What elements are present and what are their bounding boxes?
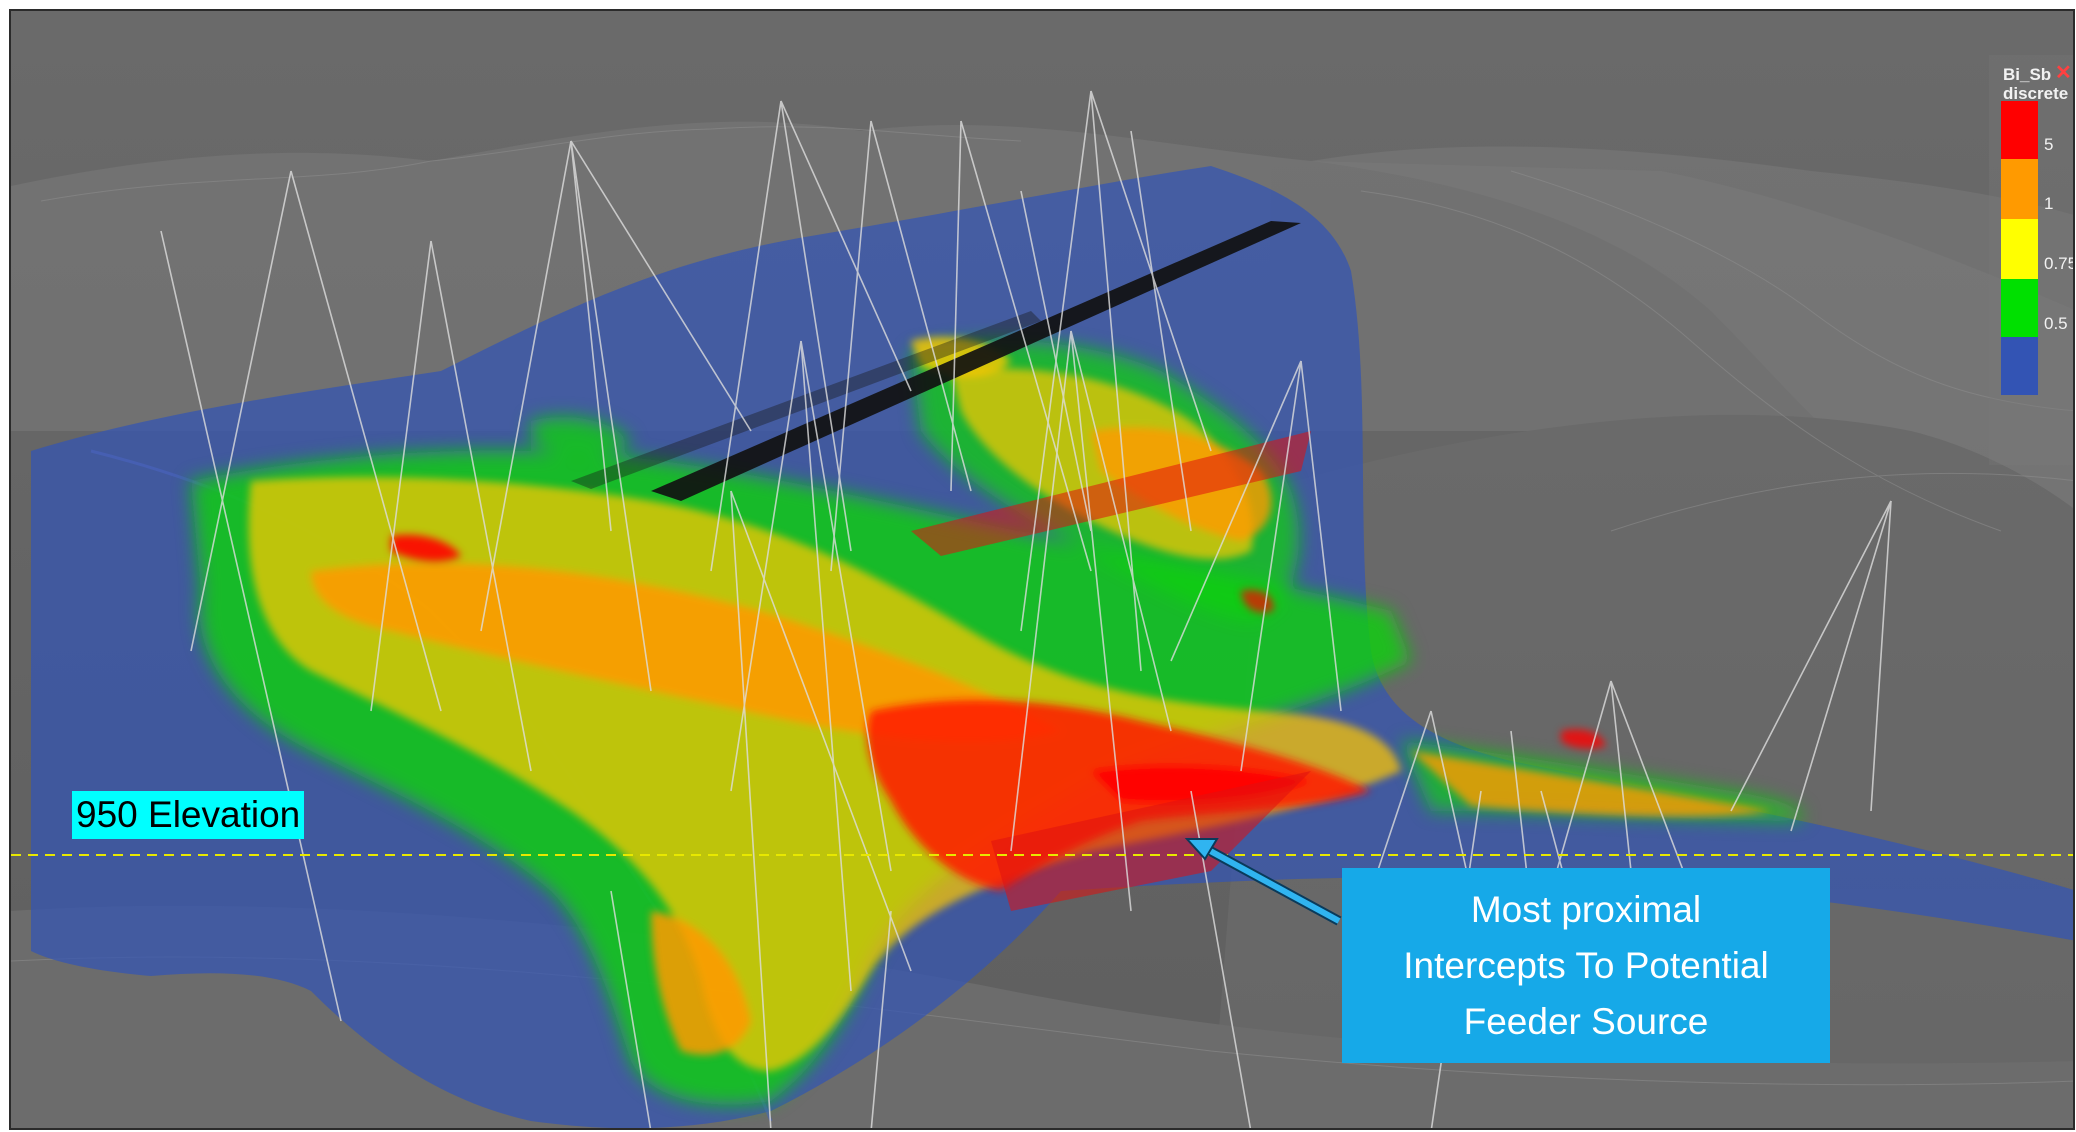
legend-tick-label: 0.75 [2044,254,2075,273]
legend-tick-label: 1 [2044,194,2054,213]
feeder-source-callout: Most proximal Intercepts To Potential Fe… [1342,868,1830,1063]
callout-line: Intercepts To Potential [1403,944,1769,986]
grade-zones [191,337,1804,1105]
close-icon[interactable]: ✕ [2055,62,2072,84]
elevation-label: 950 Elevation [72,791,305,839]
legend-tick-label: 5 [2044,135,2054,154]
legend-swatch-red [2001,101,2038,159]
legend-swatch-orange [2001,159,2038,219]
legend-title: Bi_Sb [2003,65,2052,84]
legend-swatch-blue [2001,337,2038,395]
legend-swatch-yellow [2001,219,2038,279]
callout-line: Most proximal [1470,888,1702,930]
callout-arrow [1184,838,1342,926]
scene-canvas[interactable] [11,11,2075,1130]
legend-swatch-green [2001,279,2038,337]
legend-tick-label: 0.5 [2044,314,2068,333]
legend-subtitle: discrete [2003,84,2069,103]
color-legend: Bi_Sb ✕ discrete 5 1 0.75 0.5 [1989,55,2075,465]
3d-viewport[interactable]: Bi_Sb ✕ discrete 5 1 0.75 0.5 950 Elevat… [9,9,2075,1130]
callout-line: Feeder Source [1463,1000,1709,1042]
